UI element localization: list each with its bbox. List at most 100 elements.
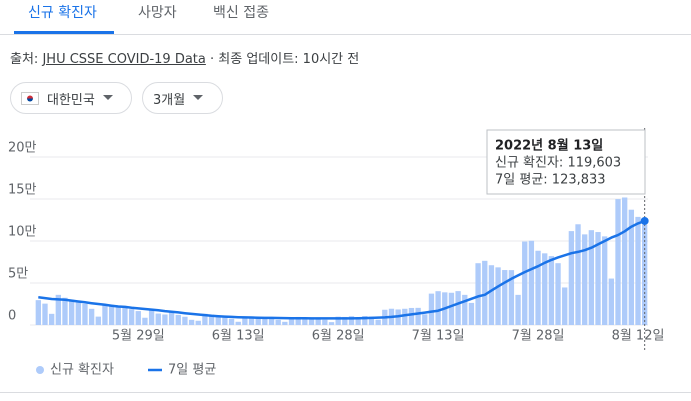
bar <box>508 270 515 325</box>
tab[interactable]: 백신 접종 <box>213 5 269 21</box>
bar <box>428 293 435 325</box>
bar <box>195 320 201 325</box>
bar <box>448 292 455 325</box>
bar <box>408 307 415 325</box>
range: 3개월 <box>153 92 186 108</box>
bar <box>475 263 481 325</box>
bar <box>282 321 288 325</box>
bar <box>235 321 241 325</box>
tab-active[interactable]: 신규 확진자 <box>28 5 97 21</box>
bar <box>35 300 41 325</box>
bar <box>202 313 208 325</box>
bar <box>455 291 461 325</box>
bar <box>82 303 88 325</box>
tab-divider <box>0 34 691 35</box>
bar <box>642 224 648 325</box>
bar <box>575 224 581 325</box>
caret <box>102 95 113 100</box>
y-tick-label: 5만 <box>8 267 28 282</box>
tooltip-line: 신규 확진자: 119,603 <box>495 156 621 171</box>
bar <box>355 316 361 325</box>
x-tick-label: 8월 12일 <box>612 329 665 344</box>
bar <box>75 302 81 325</box>
x-tick-label: 6월 13일 <box>212 329 265 344</box>
bar <box>375 319 381 325</box>
bar <box>168 311 175 325</box>
bar <box>528 240 535 325</box>
bar <box>582 234 588 325</box>
bar <box>155 313 161 325</box>
bar <box>415 307 421 325</box>
bar <box>555 263 561 325</box>
bottom-divider <box>0 392 691 393</box>
tooltip-box <box>486 129 646 195</box>
y-tick-label: 15만 <box>8 183 37 198</box>
country-dropdown[interactable]: 대한민국 <box>10 82 132 114</box>
bar <box>522 241 528 325</box>
y-tick-label: 10만 <box>8 225 37 240</box>
x-tick-label: 6월 28일 <box>312 329 365 344</box>
bar <box>495 267 501 325</box>
bar <box>88 308 95 325</box>
x-tick-label: 7월 13일 <box>412 329 465 344</box>
bar <box>435 291 441 325</box>
bar <box>628 209 635 325</box>
bar <box>462 294 468 325</box>
tab[interactable]: 사망자 <box>138 5 177 21</box>
bar <box>148 309 155 325</box>
bar <box>275 319 281 325</box>
bar <box>262 318 268 325</box>
bar <box>182 316 188 325</box>
bar <box>128 309 135 325</box>
bar <box>288 317 295 325</box>
bar <box>48 313 55 325</box>
legend-label: 신규 확진자 <box>50 363 114 378</box>
bar <box>255 317 261 325</box>
bar <box>535 250 541 325</box>
source-line: 출처: JHU CSSE COVID-19 Data · 최종 업데이트: 10… <box>10 48 359 67</box>
bar <box>482 260 488 325</box>
bar <box>562 287 568 325</box>
tooltip-date: 2022년 8월 13일 <box>495 138 603 154</box>
bar <box>248 317 255 325</box>
bar <box>228 318 235 325</box>
bar <box>542 253 548 325</box>
bar <box>215 316 221 325</box>
bar <box>515 294 521 325</box>
source-link[interactable]: JHU CSSE COVID-19 Data <box>42 52 206 67</box>
bar <box>368 316 375 325</box>
y-tick-label: 0 <box>8 309 16 324</box>
bar <box>588 230 595 325</box>
bar <box>95 316 101 325</box>
bar <box>188 319 195 325</box>
bar <box>322 319 328 325</box>
bar <box>175 314 181 325</box>
bar <box>135 311 141 325</box>
y-tick-label: 20만 <box>8 141 37 156</box>
bar <box>422 314 428 325</box>
bar <box>568 231 575 325</box>
bar <box>342 316 348 325</box>
bar <box>162 314 168 325</box>
range-dropdown[interactable]: 3개월 <box>142 82 223 114</box>
bar <box>468 302 475 325</box>
bar <box>102 304 108 325</box>
bar <box>615 199 621 325</box>
bar <box>62 297 68 325</box>
source-label: 출처: <box>10 52 39 67</box>
bar <box>635 216 641 325</box>
bar <box>608 278 615 325</box>
bar <box>595 232 601 325</box>
bar <box>122 307 128 325</box>
bar <box>315 319 321 325</box>
bar <box>335 316 341 325</box>
bar <box>602 236 608 325</box>
bar <box>55 294 61 325</box>
bar <box>115 306 121 325</box>
bar <box>68 299 75 325</box>
legend-label: 7일 평균 <box>168 363 216 378</box>
bar <box>242 317 248 325</box>
bar <box>488 265 495 325</box>
